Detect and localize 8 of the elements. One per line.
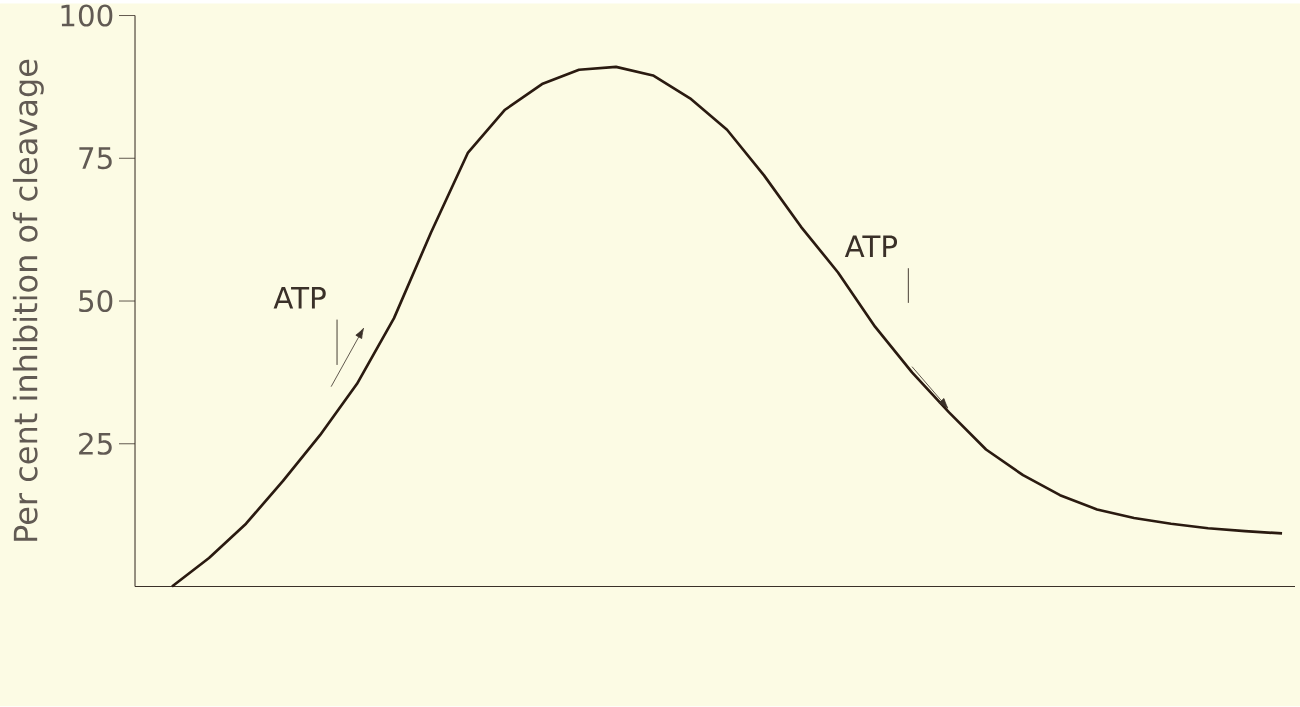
- y-tick-label: 75: [79, 147, 112, 170]
- y-tick-label: 50: [79, 290, 113, 313]
- line-series: [170, 65, 1284, 589]
- annotation: ATP: [844, 235, 898, 258]
- annotation: ATP: [273, 287, 326, 309]
- y-axis-title: Per cent inhibition of cleavage: [12, 60, 44, 542]
- y-tick-label: 100: [61, 4, 113, 27]
- y-tick-label: 25: [79, 432, 112, 456]
